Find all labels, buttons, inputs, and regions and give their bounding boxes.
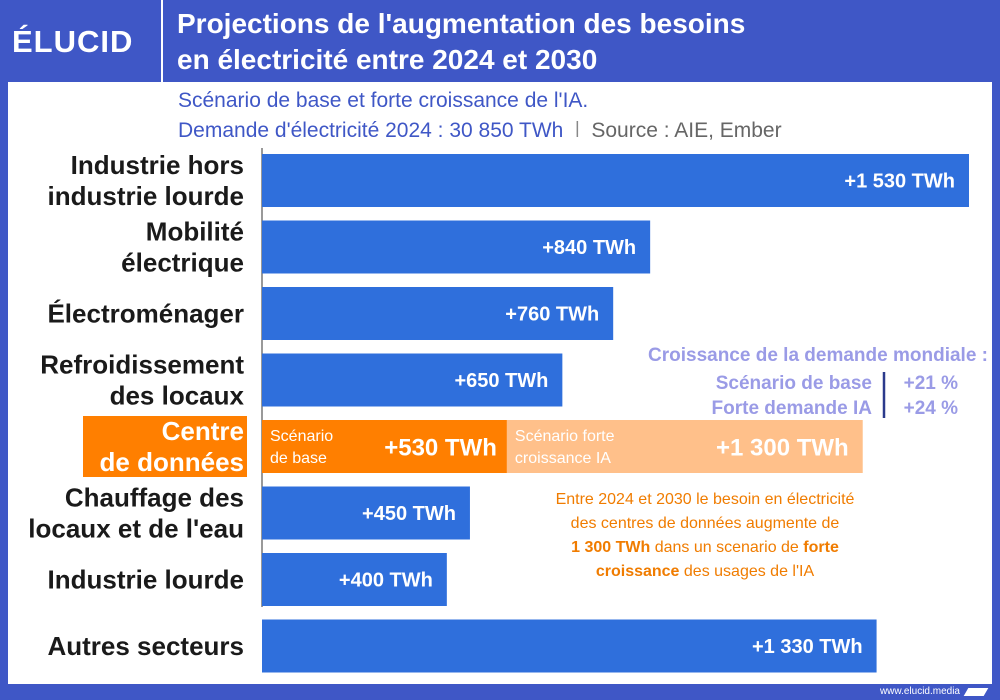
annotation-segment: des usages de l'IA (679, 563, 814, 580)
annotation-segment: 1 300 TWh (571, 539, 650, 556)
bar-value-label: +650 TWh (454, 370, 548, 392)
bar (262, 486, 470, 540)
footer-logo-mark (963, 688, 989, 696)
scenario-label: Scénario (270, 428, 333, 445)
bar-value-label: +1 330 TWh (752, 636, 863, 658)
category-label: Industrie lourde (48, 565, 244, 595)
annotation-line: Entre 2024 et 2030 le besoin en électric… (556, 491, 855, 508)
annotation-line: croissance des usages de l'IA (596, 563, 815, 580)
category-label: des locaux (110, 381, 245, 411)
bar (262, 287, 614, 340)
category-label: électrique (121, 248, 244, 278)
annotation-segment: dans un scenario de (650, 539, 803, 556)
category-label: Chauffage des (65, 483, 244, 513)
annotation-segment: forte (803, 539, 839, 556)
annotation-line: des centres de données augmente de (571, 515, 840, 532)
elucid-logo: ÉLUCID (12, 24, 134, 59)
annotation-segment: des centres de données augmente de (571, 515, 840, 532)
bar-base-scenario (262, 420, 507, 473)
annotation-segment: Entre 2024 et 2030 le besoin en électric… (556, 491, 855, 508)
chart-panel: Scénario de base et forte croissance de … (8, 82, 992, 684)
bar (262, 220, 651, 274)
category-label: Industrie hors (71, 150, 244, 180)
bar (262, 553, 447, 606)
category-label: Refroidissement (40, 350, 244, 380)
category-label: locaux et de l'eau (28, 514, 244, 544)
bar-value-label: +530 TWh (384, 435, 497, 462)
chart-title: Projections de l'augmentation des besoin… (177, 6, 977, 78)
chart-title-line: en électricité entre 2024 et 2030 (177, 44, 598, 75)
bar-high-scenario (506, 420, 863, 473)
category-label: industrie lourde (48, 181, 244, 211)
bar (262, 154, 969, 207)
growth-box-title: Croissance de la demande mondiale : (648, 345, 988, 366)
footer-url: www.elucid.media (879, 686, 960, 697)
growth-row-label: Scénario de base (716, 373, 872, 394)
bar-value-label: +450 TWh (362, 503, 456, 525)
chart-title-line: Projections de l'augmentation des besoin… (177, 8, 746, 39)
high-scenario-label: Scénario forte (515, 428, 615, 445)
bar-high-value-label: +1 300 TWh (716, 435, 849, 462)
category-label: Autres secteurs (47, 631, 244, 661)
subtitle-line: Demande d'électricité 2024 : 30 850 TWh (178, 119, 563, 142)
category-label: Électroménager (47, 299, 244, 329)
annotation-segment: croissance (596, 563, 680, 580)
bar (262, 353, 563, 407)
header: ÉLUCID Projections de l'augmentation des… (0, 0, 1000, 82)
bar-value-label: +840 TWh (542, 237, 636, 259)
high-scenario-label: croissance IA (515, 450, 611, 467)
bar-value-label: +1 530 TWh (844, 171, 955, 193)
category-label: Centre (162, 416, 244, 446)
category-label: de données (100, 447, 244, 477)
category-label: Mobilité (146, 217, 244, 247)
source-text: Source : AIE, Ember (591, 119, 781, 142)
bar-chart: Scénario de base et forte croissance de … (28, 89, 988, 673)
bar-value-label: +400 TWh (339, 570, 433, 592)
scenario-label: de base (270, 450, 327, 467)
growth-row-label: Forte demande IA (712, 398, 873, 419)
annotation-line: 1 300 TWh dans un scenario de forte (571, 539, 839, 556)
header-divider (161, 0, 163, 82)
highlight-label-box (83, 416, 247, 477)
bar-value-label: +760 TWh (505, 304, 599, 326)
growth-row-value: +21 % (904, 373, 959, 394)
bar (262, 619, 877, 673)
growth-row-value: +24 % (904, 398, 959, 419)
subtitle-line: Scénario de base et forte croissance de … (178, 89, 588, 112)
